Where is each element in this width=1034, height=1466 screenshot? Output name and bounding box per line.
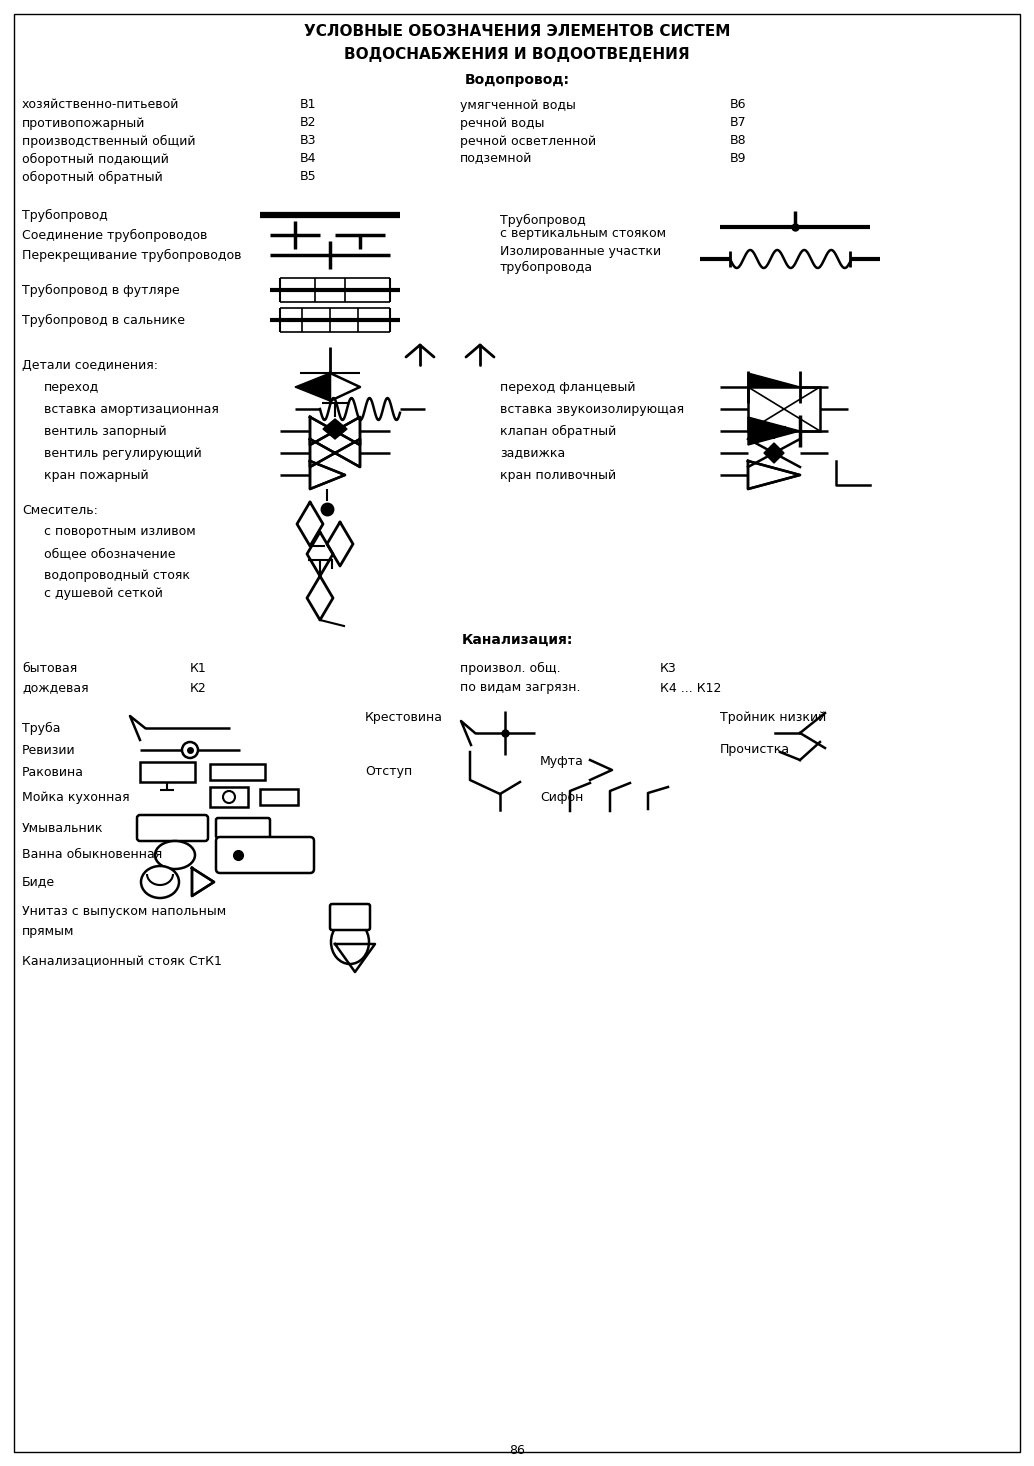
Text: В6: В6	[730, 98, 747, 111]
Ellipse shape	[331, 921, 369, 965]
Text: Трубопровод: Трубопровод	[500, 214, 585, 227]
Text: переход: переход	[44, 381, 99, 393]
Text: водопроводный стояк: водопроводный стояк	[44, 569, 190, 582]
Text: Труба: Труба	[22, 721, 61, 734]
Text: Отступ: Отступ	[365, 765, 413, 778]
Text: производственный общий: производственный общий	[22, 135, 195, 148]
Text: Мойка кухонная: Мойка кухонная	[22, 790, 129, 803]
Text: задвижка: задвижка	[500, 447, 566, 459]
Text: Прочистка: Прочистка	[720, 743, 790, 756]
Text: общее обозначение: общее обозначение	[44, 547, 176, 560]
Polygon shape	[748, 372, 800, 402]
Polygon shape	[192, 868, 214, 896]
Text: вставка звукоизолирующая: вставка звукоизолирующая	[500, 403, 685, 415]
Text: подземной: подземной	[460, 152, 533, 166]
Text: Сифон: Сифон	[540, 790, 583, 803]
Bar	[210, 764, 265, 780]
Text: В7: В7	[730, 116, 747, 129]
Text: Смеситель:: Смеситель:	[22, 503, 98, 516]
Text: Перекрещивание трубопроводов: Перекрещивание трубопроводов	[22, 248, 242, 261]
Text: с душевой сеткой: с душевой сеткой	[44, 588, 163, 601]
Text: Ванна обыкновенная: Ванна обыкновенная	[22, 849, 162, 862]
Polygon shape	[310, 438, 360, 468]
Polygon shape	[323, 419, 347, 438]
Text: Биде: Биде	[22, 875, 55, 888]
Text: В3: В3	[300, 135, 316, 148]
Polygon shape	[748, 460, 800, 490]
Text: вентиль запорный: вентиль запорный	[44, 425, 166, 437]
Text: вентиль регулирующий: вентиль регулирующий	[44, 447, 202, 459]
Text: К1: К1	[190, 661, 207, 674]
Text: К3: К3	[660, 661, 676, 674]
Text: Умывальник: Умывальник	[22, 821, 103, 834]
Text: К4 ... К12: К4 ... К12	[660, 682, 722, 695]
Text: Ревизии: Ревизии	[22, 743, 75, 756]
Text: речной воды: речной воды	[460, 116, 545, 129]
Text: Трубопровод: Трубопровод	[22, 208, 108, 221]
Text: произвол. общ.: произвол. общ.	[460, 661, 560, 674]
Text: УСЛОВНЫЕ ОБОЗНАЧЕНИЯ ЭЛЕМЕНТОВ СИСТЕМ: УСЛОВНЫЕ ОБОЗНАЧЕНИЯ ЭЛЕМЕНТОВ СИСТЕМ	[304, 25, 730, 40]
Text: оборотный подающий: оборотный подающий	[22, 152, 169, 166]
Circle shape	[182, 742, 197, 758]
FancyBboxPatch shape	[136, 815, 208, 841]
Text: Изолированные участки: Изолированные участки	[500, 245, 661, 258]
Bar	[140, 762, 195, 781]
Text: Канализация:: Канализация:	[461, 633, 573, 647]
Text: Водопровод:: Водопровод:	[464, 73, 570, 86]
Text: К2: К2	[190, 682, 207, 695]
Bar	[748, 387, 820, 431]
Text: Трубопровод в футляре: Трубопровод в футляре	[22, 283, 180, 296]
Bar	[210, 787, 248, 806]
Text: 86: 86	[509, 1444, 525, 1457]
Polygon shape	[295, 372, 330, 402]
Text: с поворотным изливом: с поворотным изливом	[44, 525, 195, 538]
Text: В1: В1	[300, 98, 316, 111]
Text: речной осветленной: речной осветленной	[460, 135, 597, 148]
Text: Канализационный стояк СтК1: Канализационный стояк СтК1	[22, 956, 222, 969]
Text: прямым: прямым	[22, 925, 74, 938]
Text: хозяйственно-питьевой: хозяйственно-питьевой	[22, 98, 179, 111]
Text: переход фланцевый: переход фланцевый	[500, 381, 636, 393]
Text: трубопровода: трубопровода	[500, 261, 594, 274]
FancyBboxPatch shape	[216, 837, 314, 872]
Text: Соединение трубопроводов: Соединение трубопроводов	[22, 229, 208, 242]
Text: Унитаз с выпуском напольным: Унитаз с выпуском напольным	[22, 906, 226, 919]
Text: Детали соединения:: Детали соединения:	[22, 359, 158, 371]
Text: В4: В4	[300, 152, 316, 166]
Text: ВОДОСНАБЖЕНИЯ И ВОДООТВЕДЕНИЯ: ВОДОСНАБЖЕНИЯ И ВОДООТВЕДЕНИЯ	[344, 47, 690, 62]
Text: В9: В9	[730, 152, 747, 166]
Text: оборотный обратный: оборотный обратный	[22, 170, 162, 183]
Text: Тройник низкий: Тройник низкий	[720, 711, 826, 724]
Text: В5: В5	[300, 170, 316, 183]
Text: клапан обратный: клапан обратный	[500, 425, 616, 437]
Polygon shape	[764, 443, 784, 463]
FancyBboxPatch shape	[216, 818, 270, 839]
Text: Раковина: Раковина	[22, 765, 84, 778]
Text: с вертикальным стояком: с вертикальным стояком	[500, 227, 666, 240]
Text: умягченной воды: умягченной воды	[460, 98, 576, 111]
Ellipse shape	[155, 841, 195, 869]
Ellipse shape	[141, 866, 179, 899]
Text: дождевая: дождевая	[22, 682, 89, 695]
Text: противопожарный: противопожарный	[22, 116, 146, 129]
Text: кран поливочный: кран поливочный	[500, 469, 616, 481]
Bar	[260, 789, 298, 805]
Text: Трубопровод в сальнике: Трубопровод в сальнике	[22, 314, 185, 327]
Text: вставка амортизационная: вставка амортизационная	[44, 403, 219, 415]
Text: В8: В8	[730, 135, 747, 148]
Text: В2: В2	[300, 116, 316, 129]
Text: кран пожарный: кран пожарный	[44, 469, 149, 481]
Text: Крестовина: Крестовина	[365, 711, 443, 724]
Circle shape	[223, 792, 235, 803]
FancyBboxPatch shape	[330, 905, 370, 929]
Polygon shape	[310, 416, 360, 446]
Text: по видам загрязн.: по видам загрязн.	[460, 682, 580, 695]
Text: бытовая: бытовая	[22, 661, 78, 674]
Polygon shape	[310, 460, 345, 490]
Polygon shape	[748, 416, 800, 446]
Text: Муфта: Муфта	[540, 755, 584, 768]
